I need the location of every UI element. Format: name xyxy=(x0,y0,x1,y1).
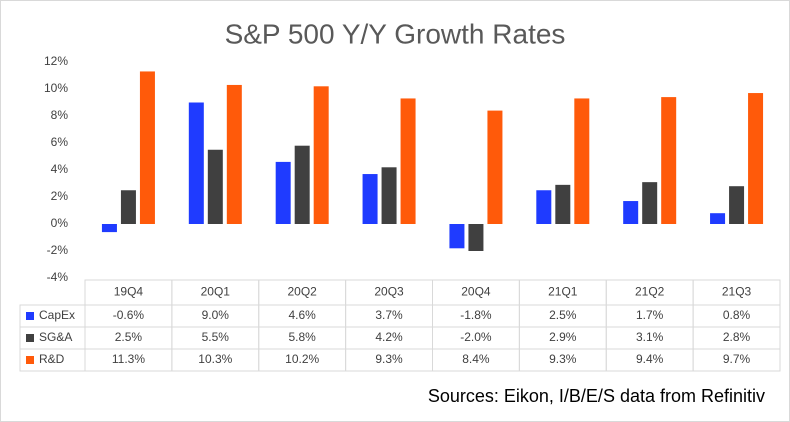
value-label: 0.8% xyxy=(723,308,751,322)
legend-key xyxy=(26,356,34,364)
legend-key xyxy=(26,312,34,320)
y-tick-label: 10% xyxy=(44,81,68,95)
value-label: 4.2% xyxy=(375,330,403,344)
x-tick-label: 20Q2 xyxy=(288,285,318,299)
bar xyxy=(207,149,223,224)
x-tick-label: 20Q1 xyxy=(201,285,231,299)
value-label: 9.3% xyxy=(375,352,403,366)
x-tick-label: 21Q3 xyxy=(722,285,752,299)
bar xyxy=(574,98,590,224)
bar xyxy=(101,224,117,233)
source-note: Sources: Eikon, I/B/E/S data from Refini… xyxy=(428,386,765,406)
bar xyxy=(294,145,310,224)
y-tick-label: -2% xyxy=(47,243,69,257)
bar xyxy=(120,190,136,224)
value-label: 2.5% xyxy=(115,330,143,344)
bar xyxy=(226,84,242,224)
bar xyxy=(536,190,552,224)
value-label: 2.5% xyxy=(549,308,577,322)
bar xyxy=(623,201,639,224)
chart-title: S&P 500 Y/Y Growth Rates xyxy=(225,18,566,49)
legend-key xyxy=(26,334,34,342)
x-tick-label: 21Q1 xyxy=(548,285,578,299)
value-label: -0.6% xyxy=(113,308,145,322)
bar xyxy=(661,97,677,224)
bar xyxy=(381,167,397,224)
value-label: 5.5% xyxy=(202,330,230,344)
bar xyxy=(449,224,465,249)
value-label: 2.8% xyxy=(723,330,751,344)
legend-label: R&D xyxy=(39,352,65,366)
bar xyxy=(555,184,571,224)
bar xyxy=(313,86,329,224)
legend-label: SG&A xyxy=(39,330,72,344)
value-label: 5.8% xyxy=(289,330,317,344)
y-tick-label: 2% xyxy=(51,189,69,203)
value-label: 9.0% xyxy=(202,308,230,322)
legend-label: CapEx xyxy=(39,308,75,322)
value-label: 11.3% xyxy=(112,352,145,366)
x-tick-label: 21Q2 xyxy=(635,285,665,299)
value-label: 8.4% xyxy=(462,352,490,366)
bar xyxy=(729,186,745,224)
x-tick-label: 20Q3 xyxy=(374,285,404,299)
bar xyxy=(710,213,726,224)
value-label: 4.6% xyxy=(289,308,317,322)
y-tick-label: 0% xyxy=(51,216,69,230)
y-tick-label: 6% xyxy=(51,135,69,149)
y-tick-label: 12% xyxy=(44,54,68,68)
x-tick-label: 20Q4 xyxy=(461,285,491,299)
bar xyxy=(362,174,378,224)
bar xyxy=(139,71,155,224)
bar xyxy=(468,224,484,251)
bar xyxy=(275,161,291,224)
y-tick-label: 4% xyxy=(51,162,69,176)
x-tick-label: 19Q4 xyxy=(114,285,144,299)
bar xyxy=(188,102,204,224)
bar xyxy=(487,110,503,224)
value-label: 10.2% xyxy=(285,352,319,366)
y-tick-label: -4% xyxy=(47,270,69,284)
value-label: 9.3% xyxy=(549,352,577,366)
table-cell xyxy=(692,348,781,372)
bar xyxy=(400,98,416,224)
value-label: 3.1% xyxy=(636,330,664,344)
bar xyxy=(642,182,658,224)
value-label: 10.3% xyxy=(198,352,232,366)
y-tick-label: 8% xyxy=(51,108,69,122)
value-label: 3.7% xyxy=(375,308,403,322)
value-label: 2.9% xyxy=(549,330,577,344)
value-label: 9.7% xyxy=(723,352,751,366)
value-label: 9.4% xyxy=(636,352,664,366)
value-label: -2.0% xyxy=(460,330,492,344)
bar xyxy=(748,93,764,224)
value-label: 1.7% xyxy=(636,308,664,322)
value-label: -1.8% xyxy=(460,308,492,322)
table-cell xyxy=(19,348,86,372)
